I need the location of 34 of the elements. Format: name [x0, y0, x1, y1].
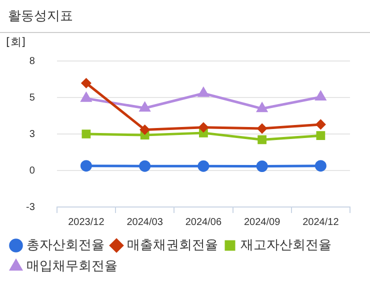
legend-label: 총자산회전율 [26, 238, 104, 253]
point [198, 160, 210, 172]
point [316, 91, 326, 100]
y-tick-label: -3 [26, 202, 36, 213]
x-tick-label: 2024/09 [244, 216, 281, 228]
legend-label: 매입채무회전율 [26, 258, 118, 274]
point [314, 160, 326, 172]
x-tick-label: 2024/12 [302, 216, 340, 228]
point [316, 131, 326, 140]
point [81, 78, 91, 88]
point [256, 160, 268, 172]
y-axis-title: [회] [6, 35, 26, 48]
point [198, 88, 209, 97]
y-tick-label: 0 [29, 165, 36, 176]
point [80, 160, 92, 172]
point [257, 124, 267, 134]
chart-title: 활동성지표 [0, 0, 370, 33]
x-tick-label: 2023/12 [68, 216, 105, 228]
point [140, 125, 150, 135]
point [258, 135, 266, 144]
legend-label: 재고자산회전율 [240, 238, 332, 253]
x-tick-label: 2024/03 [126, 216, 164, 228]
x-tick-label: 2024/06 [185, 216, 222, 228]
y-tick-label: 5 [29, 92, 36, 104]
point [198, 122, 208, 132]
point [82, 130, 91, 138]
point [316, 120, 326, 130]
legend-label: 매출채권회전율 [127, 238, 218, 253]
point [256, 102, 268, 112]
y-tick-label: 8 [29, 56, 36, 67]
point [139, 160, 151, 172]
point [140, 102, 150, 112]
point [81, 92, 92, 102]
y-tick-label: 3 [29, 128, 36, 140]
